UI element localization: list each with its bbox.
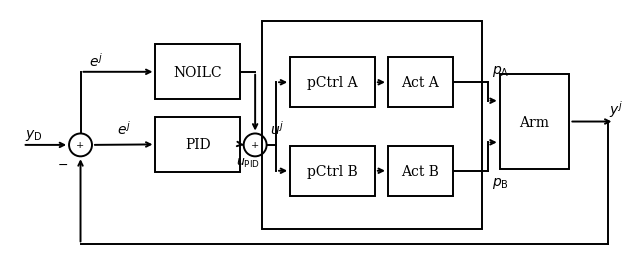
Text: Arm: Arm: [520, 115, 550, 129]
Bar: [500, 75, 570, 169]
Text: $-$: $-$: [58, 157, 68, 170]
Text: +: +: [251, 141, 259, 150]
Text: +: +: [76, 141, 84, 150]
Text: $y^j$: $y^j$: [609, 99, 623, 120]
Text: $p_\mathrm{B}$: $p_\mathrm{B}$: [492, 176, 509, 190]
Text: $y_\mathrm{D}$: $y_\mathrm{D}$: [25, 128, 42, 143]
Text: $e^j$: $e^j$: [88, 52, 102, 70]
Bar: [290, 58, 375, 108]
Text: Act B: Act B: [401, 164, 439, 178]
Text: $u^j$: $u^j$: [270, 120, 284, 137]
Text: $u_\mathrm{PID}$: $u_\mathrm{PID}$: [236, 157, 260, 170]
Bar: [388, 146, 452, 196]
Text: PID: PID: [185, 138, 211, 152]
Text: pCtrl B: pCtrl B: [307, 164, 358, 178]
Text: pCtrl A: pCtrl A: [307, 76, 358, 90]
Bar: [290, 146, 375, 196]
Bar: [156, 118, 240, 172]
Text: NOILC: NOILC: [173, 66, 222, 80]
Text: $p_\mathrm{A}$: $p_\mathrm{A}$: [492, 64, 509, 78]
Text: $e^j$: $e^j$: [116, 120, 131, 137]
Bar: [388, 58, 452, 108]
Bar: [156, 45, 240, 100]
Bar: [262, 22, 482, 230]
Text: Act A: Act A: [401, 76, 439, 90]
